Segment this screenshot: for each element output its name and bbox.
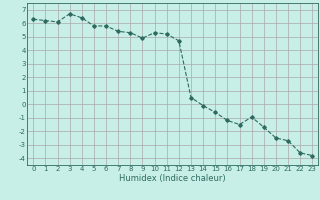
X-axis label: Humidex (Indice chaleur): Humidex (Indice chaleur) [119, 174, 226, 183]
